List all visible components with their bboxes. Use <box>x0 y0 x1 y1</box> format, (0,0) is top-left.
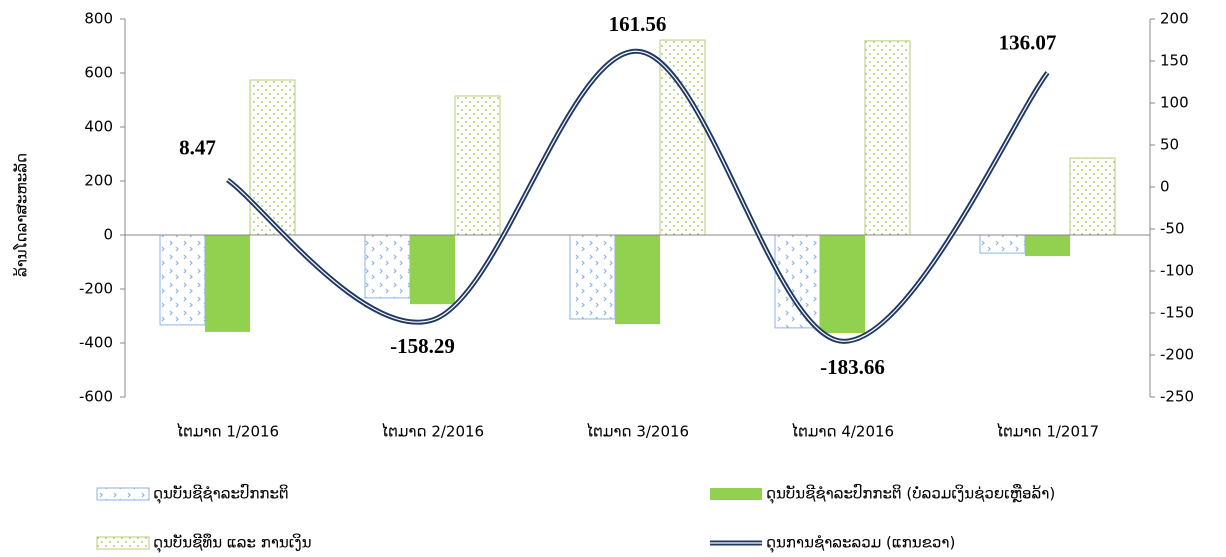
y-tick-label: 600 <box>84 64 113 82</box>
y2-tick-label: 150 <box>1160 52 1189 70</box>
y2-tick-label: 100 <box>1160 94 1189 112</box>
y2-tick-label: 50 <box>1160 136 1179 154</box>
y2-tick-label: -250 <box>1160 388 1194 406</box>
y2-tick-label: 0 <box>1160 178 1170 196</box>
y-tick-label: 0 <box>103 226 113 244</box>
y-tick-label: -600 <box>79 388 113 406</box>
bar <box>1069 157 1116 236</box>
x-tick-label: ໄຕມາດ 1/2016 <box>176 422 279 441</box>
bar <box>454 95 501 236</box>
y-tick-label: -400 <box>79 334 113 352</box>
data-label: 136.07 <box>999 31 1057 55</box>
bar <box>1025 235 1070 257</box>
y-axis-label: ລ້ານໂດລາສະຫະລັດ <box>11 153 30 277</box>
y-tick-label: 400 <box>84 118 113 136</box>
bar <box>205 235 250 332</box>
data-label: 8.47 <box>179 136 216 160</box>
x-tick-label: ໄຕມາດ 4/2016 <box>791 422 894 441</box>
y2-tick-label: 200 <box>1160 10 1189 28</box>
bar <box>979 234 1026 254</box>
line <box>227 50 1048 342</box>
bar <box>820 235 865 334</box>
legend-label: ດຸນການຊຳລະລວມ (ແກນຂວາ) <box>766 534 955 554</box>
legend-label: ດຸນບັນຊີຊຳລະປົກກະຕິ (ບໍ່ລວມເງິນຊ່ວຍເຫຼືອ… <box>766 482 1055 505</box>
legend-swatch <box>710 488 762 500</box>
bar <box>615 235 660 325</box>
data-label: 161.56 <box>609 12 667 36</box>
y2-tick-label: -100 <box>1160 262 1194 280</box>
y-tick-label: -200 <box>79 280 113 298</box>
y2-tick-label: -200 <box>1160 346 1194 364</box>
data-label: -183.66 <box>820 355 885 379</box>
bar <box>249 79 296 236</box>
y-tick-label: 800 <box>84 10 113 28</box>
bar <box>410 235 455 305</box>
legend-label: ດຸນບັນຊີຊຳລະປົກກະຕິ <box>153 482 289 505</box>
x-tick-label: ໄຕມາດ 2/2016 <box>381 422 484 441</box>
legend-swatch <box>96 536 150 550</box>
bar <box>159 234 206 326</box>
y2-tick-label: -50 <box>1160 220 1185 238</box>
legend-swatch <box>96 487 150 501</box>
bar <box>864 40 911 236</box>
x-tick-label: ໄຕມາດ 1/2017 <box>996 422 1099 441</box>
legend-label: ດຸນບັນຊີທຶນ ແລະ ການເງິນ <box>153 532 312 553</box>
y2-tick-label: -150 <box>1160 304 1194 322</box>
bar <box>364 234 411 299</box>
bar <box>569 234 616 320</box>
x-tick-label: ໄຕມາດ 3/2016 <box>586 422 689 441</box>
y-tick-label: 200 <box>84 172 113 190</box>
data-label: -158.29 <box>390 334 455 358</box>
